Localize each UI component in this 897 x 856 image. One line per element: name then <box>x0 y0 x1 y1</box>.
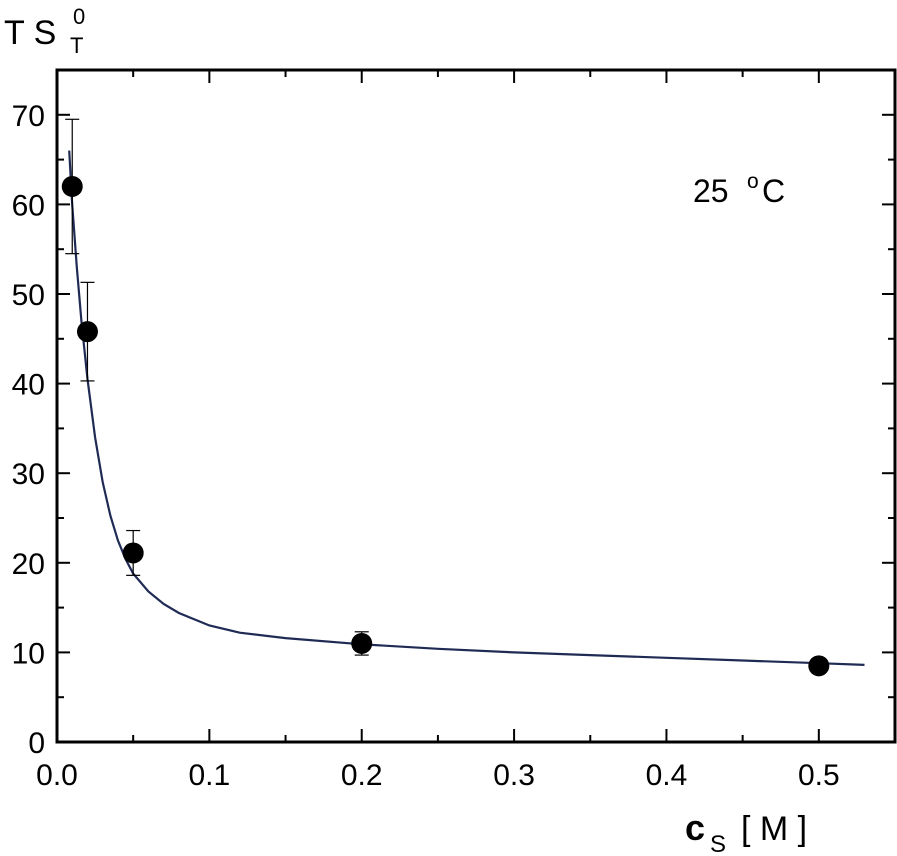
y-axis-title-main: T S <box>4 14 56 52</box>
y-axis-title-superscript: 0 <box>73 4 85 29</box>
axis-ticks <box>56 69 896 743</box>
data-point <box>808 655 830 677</box>
x-tick-label: 0.1 <box>189 759 231 792</box>
x-axis-title-unit: [ M ] <box>741 810 807 848</box>
y-axis-title: T S 0 T <box>4 4 85 58</box>
data-points <box>61 175 830 677</box>
x-tick-label: 0.5 <box>798 759 840 792</box>
x-tick-label: 0.0 <box>36 759 78 792</box>
x-tick-label: 0.2 <box>341 759 383 792</box>
annotation-value: 25 <box>693 173 729 209</box>
x-tick-label: 0.4 <box>646 759 688 792</box>
x-axis-title: c S [ M ] <box>685 807 807 856</box>
fit-curve <box>68 150 865 666</box>
data-point <box>61 175 83 197</box>
fit-curve-layer <box>68 150 865 666</box>
y-tick-label: 40 <box>12 369 45 402</box>
annotation-unit: C <box>762 173 785 209</box>
y-tick-label: 20 <box>12 548 45 581</box>
annotation-superscript: o <box>747 170 759 193</box>
tick-labels: 0.0 0.1 0.2 0.3 0.4 0.5 0 10 20 30 40 50 60 70 <box>12 100 840 792</box>
y-tick-label: 70 <box>12 100 45 133</box>
x-axis-title-subscript: S <box>710 831 726 856</box>
annotation-temperature: 25 o C <box>693 170 785 209</box>
y-tick-label: 0 <box>28 727 45 760</box>
y-tick-label: 10 <box>12 637 45 670</box>
data-point <box>122 542 144 564</box>
y-tick-label: 50 <box>12 279 45 312</box>
y-tick-label: 60 <box>12 189 45 222</box>
data-point <box>351 632 373 654</box>
y-tick-label: 30 <box>12 458 45 491</box>
x-axis-title-main: c <box>685 807 705 848</box>
plot-frame <box>55 68 897 744</box>
data-point <box>76 321 98 343</box>
x-tick-label: 0.3 <box>493 759 535 792</box>
y-axis-title-subscript: T <box>70 33 83 58</box>
